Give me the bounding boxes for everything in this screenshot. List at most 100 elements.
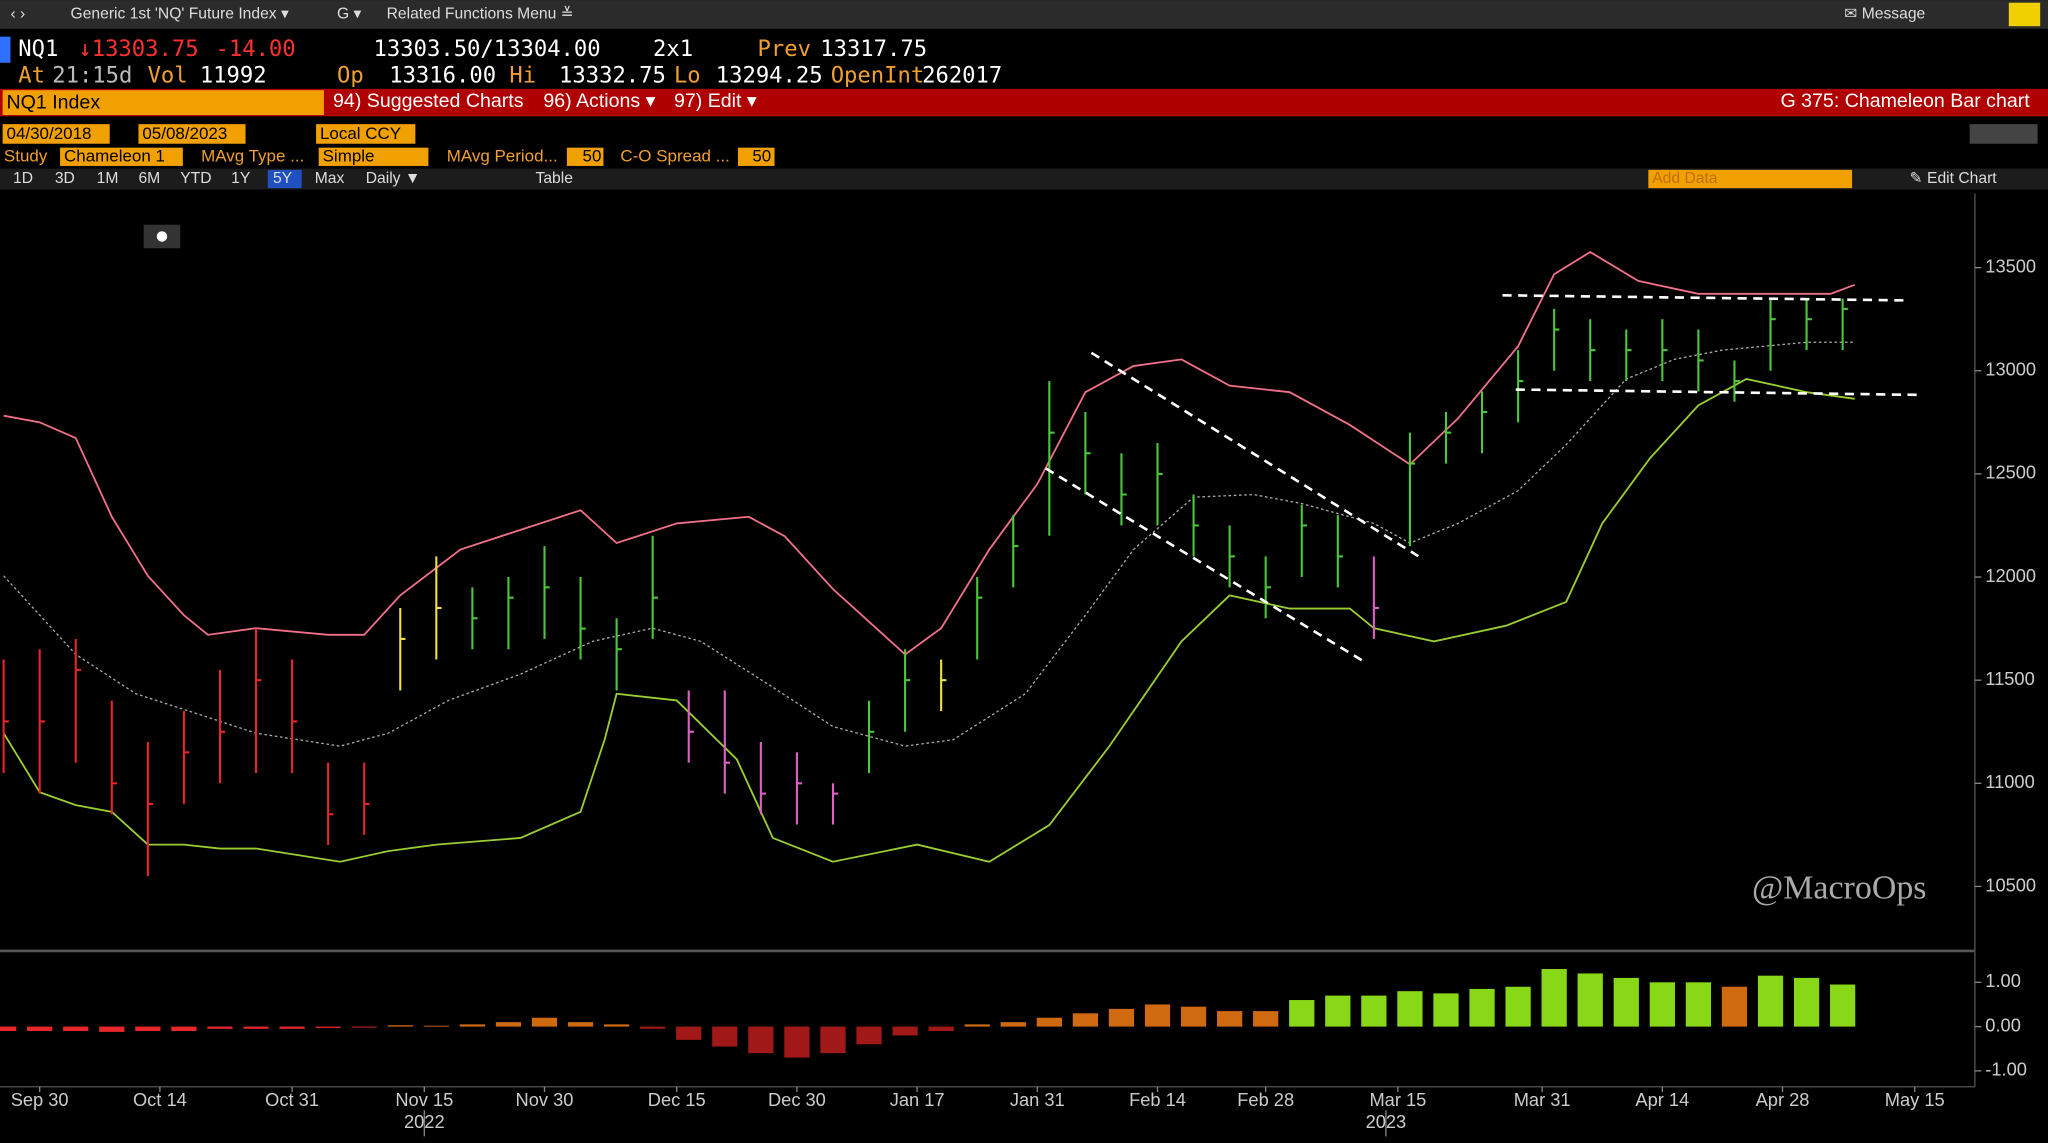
end-date-box[interactable]: [138, 124, 246, 144]
oscillator-bar: [171, 1026, 197, 1032]
oscillator-bar: [1397, 991, 1423, 1027]
oscillator-bar: [1361, 995, 1387, 1027]
add-data-box[interactable]: [1648, 169, 1853, 189]
bid-ask: 13303.50/13304.00: [374, 36, 601, 62]
range-button[interactable]: 6M: [138, 170, 160, 187]
open-label: Op: [337, 62, 364, 88]
co-spread-box[interactable]: [737, 147, 775, 166]
mavg-period-box[interactable]: [566, 147, 604, 166]
range-button[interactable]: YTD: [180, 170, 211, 187]
security-menu[interactable]: Generic 1st 'NQ' Future Index ▾: [71, 6, 289, 23]
vol-label: Vol: [148, 62, 188, 88]
oscillator-bar: [1541, 969, 1567, 1027]
x-tick-label: Oct 31: [265, 1089, 319, 1110]
mavg-type: Simple: [323, 146, 375, 165]
nav-arrows[interactable]: ‹ ›: [10, 6, 25, 23]
oscillator-bar: [712, 1026, 738, 1047]
oscillator-bar: [1433, 993, 1459, 1027]
mavg-type-box[interactable]: [318, 147, 429, 166]
band-line: [3, 341, 1855, 747]
undo-redo[interactable]: [1969, 124, 2038, 144]
low: 13294.25: [716, 62, 823, 88]
oscillator-bar: [567, 1022, 594, 1027]
low-label: Lo: [674, 62, 701, 88]
y-tick-label: 12000: [1985, 565, 2036, 586]
x-tick-label: Feb 28: [1237, 1089, 1294, 1110]
oscillator-bar: [1830, 984, 1856, 1027]
size: 2x1: [653, 36, 693, 62]
add-data: Add Data: [1652, 170, 1718, 187]
range-buttons: 1D 3D 1M 6M YTD 1Y 5Y Max Daily ▼: [13, 169, 421, 189]
oscillator-bar: [1180, 1006, 1207, 1027]
oscillator-bar: [748, 1026, 774, 1054]
g-menu[interactable]: G ▾: [337, 6, 362, 23]
toolbar: [0, 0, 2048, 29]
x-tick-label: Apr 14: [1635, 1089, 1689, 1110]
oscillator-bar: [495, 1022, 522, 1027]
open-int-label: OpenInt: [831, 62, 925, 88]
range-button[interactable]: 1D: [13, 170, 33, 187]
oscillator-bar: [1793, 977, 1820, 1027]
y-tick-label: 13000: [1985, 359, 2036, 380]
watermark: @MacroOps: [1752, 870, 1927, 907]
start-date-box[interactable]: [2, 124, 110, 144]
y-tick-label: 1.00: [1985, 970, 2021, 991]
oscillator-bar: [351, 1026, 377, 1028]
x-tick-label: Jan 17: [890, 1089, 945, 1110]
open-int: 262017: [922, 62, 1002, 88]
oscillator-bar: [1469, 988, 1495, 1027]
range-button[interactable]: Daily ▼: [366, 170, 421, 187]
oscillator-bar: [531, 1017, 558, 1027]
range-button[interactable]: 1M: [97, 170, 119, 187]
security-box[interactable]: [2, 90, 324, 116]
trendline: [1502, 293, 1908, 302]
y-tick-label: 13500: [1985, 255, 2036, 276]
y-tick-label: 12500: [1985, 462, 2036, 483]
mavg-type-label: MAvg Type ...: [201, 146, 304, 165]
range-button[interactable]: 3D: [55, 170, 75, 187]
oscillator-bar: [1108, 1008, 1135, 1027]
oscillator-bar: [1577, 973, 1603, 1027]
trendline: [1090, 351, 1420, 558]
oscillator-bar: [459, 1024, 485, 1027]
range-button[interactable]: 5Y: [273, 170, 293, 187]
time: 21:15d: [52, 62, 132, 88]
range-button[interactable]: Max: [315, 170, 345, 187]
oscillator-bar: [1000, 1022, 1026, 1027]
mavg-period: 50: [583, 146, 602, 165]
actions-menu[interactable]: 96) Actions ▾: [543, 90, 655, 112]
oscillator-bar: [1721, 986, 1748, 1027]
band-line: [2, 378, 1855, 863]
oscillator-bar: [784, 1026, 810, 1058]
message-button[interactable]: ✉ Message: [1844, 6, 1925, 23]
oscillator-bar: [1144, 1004, 1171, 1027]
currency-box[interactable]: [316, 124, 416, 144]
oscillator-bar: [1289, 1000, 1315, 1027]
x-tick-label: Sep 30: [11, 1089, 69, 1110]
edit-chart[interactable]: ✎ Edit Chart: [1910, 170, 1998, 187]
help-button[interactable]: [2008, 2, 2041, 27]
oscillator-bar: [387, 1025, 413, 1027]
oscillator-bar: [1325, 995, 1351, 1027]
study-box[interactable]: [60, 147, 183, 166]
security-name: NQ1 Index: [7, 91, 101, 113]
start-date: 04/30/2018: [7, 124, 92, 143]
oscillator-bar: [315, 1026, 341, 1028]
suggested-charts[interactable]: 94) Suggested Charts: [333, 90, 524, 112]
y-tick-label: 10500: [1985, 874, 2036, 895]
related-menu[interactable]: Related Functions Menu ≚: [387, 6, 574, 23]
oscillator-bar: [820, 1026, 846, 1054]
net-change: -14.00: [216, 36, 296, 62]
high-label: Hi: [509, 62, 536, 88]
x-tick-label: Mar 15: [1369, 1089, 1426, 1110]
active-range: [267, 169, 302, 189]
range-button[interactable]: 1Y: [231, 170, 251, 187]
table-button[interactable]: Table: [536, 170, 574, 187]
edit-menu[interactable]: 97) Edit ▾: [674, 90, 757, 112]
oscillator-bar: [1036, 1017, 1062, 1027]
oscillator-bar: [99, 1026, 125, 1032]
oscillator-bar: [0, 1026, 17, 1032]
ticker: NQ1: [18, 36, 58, 62]
volume: 11992: [200, 62, 267, 88]
